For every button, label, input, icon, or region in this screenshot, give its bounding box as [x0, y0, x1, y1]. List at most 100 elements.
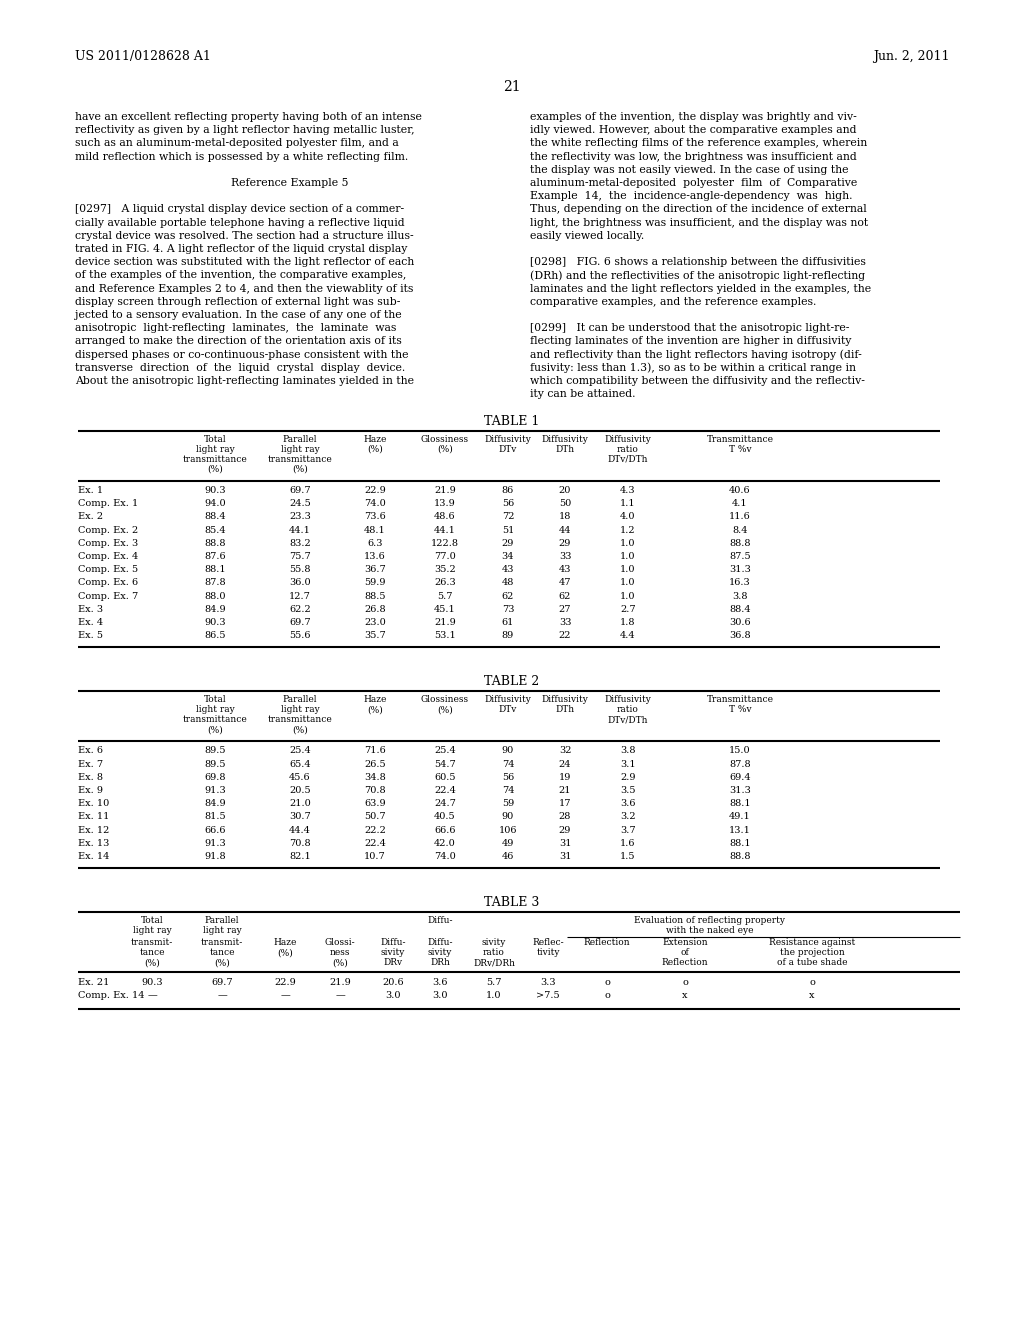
Text: 5.7: 5.7	[486, 978, 502, 987]
Text: 69.8: 69.8	[204, 772, 225, 781]
Text: anisotropic  light-reflecting  laminates,  the  laminate  was: anisotropic light-reflecting laminates, …	[75, 323, 396, 333]
Text: Ex. 21: Ex. 21	[78, 978, 110, 987]
Text: 19: 19	[559, 772, 571, 781]
Text: 62: 62	[502, 591, 514, 601]
Text: Ex. 4: Ex. 4	[78, 618, 103, 627]
Text: examples of the invention, the display was brightly and viv-: examples of the invention, the display w…	[530, 112, 857, 121]
Text: 5.7: 5.7	[437, 591, 453, 601]
Text: DRh: DRh	[430, 958, 450, 968]
Text: the projection: the projection	[779, 948, 845, 957]
Text: 3.2: 3.2	[621, 812, 636, 821]
Text: Total: Total	[204, 436, 226, 444]
Text: the reflectivity was low, the brightness was insufficient and: the reflectivity was low, the brightness…	[530, 152, 857, 161]
Text: 29: 29	[559, 825, 571, 834]
Text: 69.7: 69.7	[211, 978, 232, 987]
Text: 62.2: 62.2	[289, 605, 311, 614]
Text: transverse  direction  of  the  liquid  crystal  display  device.: transverse direction of the liquid cryst…	[75, 363, 406, 372]
Text: 12.7: 12.7	[289, 591, 311, 601]
Text: 73.6: 73.6	[365, 512, 386, 521]
Text: 3.8: 3.8	[732, 591, 748, 601]
Text: 26.8: 26.8	[365, 605, 386, 614]
Text: ratio: ratio	[617, 705, 639, 714]
Text: trated in FIG. 4. A light reflector of the liquid crystal display: trated in FIG. 4. A light reflector of t…	[75, 244, 408, 253]
Text: 2.9: 2.9	[621, 772, 636, 781]
Text: 31.3: 31.3	[729, 785, 751, 795]
Text: 88.0: 88.0	[204, 591, 225, 601]
Text: Ex. 9: Ex. 9	[78, 785, 103, 795]
Text: Transmittance: Transmittance	[707, 436, 773, 444]
Text: such as an aluminum-metal-deposited polyester film, and a: such as an aluminum-metal-deposited poly…	[75, 139, 398, 148]
Text: 88.1: 88.1	[729, 838, 751, 847]
Text: 21: 21	[503, 81, 521, 94]
Text: Ex. 12: Ex. 12	[78, 825, 110, 834]
Text: 73: 73	[502, 605, 514, 614]
Text: and Reference Examples 2 to 4, and then the viewablity of its: and Reference Examples 2 to 4, and then …	[75, 284, 414, 293]
Text: 29: 29	[502, 539, 514, 548]
Text: 2.7: 2.7	[621, 605, 636, 614]
Text: (%): (%)	[278, 948, 293, 957]
Text: 23.3: 23.3	[289, 512, 311, 521]
Text: Ex. 8: Ex. 8	[78, 772, 103, 781]
Text: Ex. 3: Ex. 3	[78, 605, 103, 614]
Text: 49.1: 49.1	[729, 812, 751, 821]
Text: 53.1: 53.1	[434, 631, 456, 640]
Text: 44.4: 44.4	[289, 825, 311, 834]
Text: 10.7: 10.7	[365, 851, 386, 861]
Text: DRv: DRv	[383, 958, 402, 968]
Text: have an excellent reflecting property having both of an intense: have an excellent reflecting property ha…	[75, 112, 422, 121]
Text: 50: 50	[559, 499, 571, 508]
Text: 24.7: 24.7	[434, 799, 456, 808]
Text: 20.5: 20.5	[289, 785, 311, 795]
Text: Resistance against: Resistance against	[769, 939, 855, 948]
Text: —: —	[217, 991, 227, 1001]
Text: Haze: Haze	[273, 939, 297, 948]
Text: Jun. 2, 2011: Jun. 2, 2011	[873, 50, 950, 63]
Text: 88.5: 88.5	[365, 591, 386, 601]
Text: Ex. 2: Ex. 2	[78, 512, 103, 521]
Text: DTh: DTh	[555, 705, 574, 714]
Text: tivity: tivity	[537, 948, 560, 957]
Text: of the examples of the invention, the comparative examples,: of the examples of the invention, the co…	[75, 271, 407, 280]
Text: 3.3: 3.3	[541, 978, 556, 987]
Text: Reflec-: Reflec-	[532, 939, 564, 948]
Text: ness: ness	[330, 948, 350, 957]
Text: 74.0: 74.0	[434, 851, 456, 861]
Text: 1.2: 1.2	[621, 525, 636, 535]
Text: Glossiness: Glossiness	[421, 696, 469, 705]
Text: 21: 21	[559, 785, 571, 795]
Text: Diffu-: Diffu-	[380, 939, 406, 948]
Text: sivity: sivity	[428, 948, 453, 957]
Text: 44.1: 44.1	[289, 525, 311, 535]
Text: 45.1: 45.1	[434, 605, 456, 614]
Text: Comp. Ex. 3: Comp. Ex. 3	[78, 539, 138, 548]
Text: 4.1: 4.1	[732, 499, 748, 508]
Text: 26.5: 26.5	[365, 759, 386, 768]
Text: Parallel: Parallel	[205, 916, 240, 925]
Text: 50.7: 50.7	[365, 812, 386, 821]
Text: Haze: Haze	[364, 696, 387, 705]
Text: tance: tance	[139, 948, 165, 957]
Text: 69.7: 69.7	[289, 618, 311, 627]
Text: 30.7: 30.7	[289, 812, 311, 821]
Text: (%): (%)	[368, 705, 383, 714]
Text: 88.8: 88.8	[729, 539, 751, 548]
Text: mild reflection which is possessed by a white reflecting film.: mild reflection which is possessed by a …	[75, 152, 409, 161]
Text: 74: 74	[502, 759, 514, 768]
Text: 86: 86	[502, 486, 514, 495]
Text: laminates and the light reflectors yielded in the examples, the: laminates and the light reflectors yield…	[530, 284, 871, 293]
Text: 90: 90	[502, 812, 514, 821]
Text: transmit-: transmit-	[201, 939, 243, 948]
Text: Ex. 7: Ex. 7	[78, 759, 103, 768]
Text: transmit-: transmit-	[131, 939, 173, 948]
Text: ratio: ratio	[483, 948, 505, 957]
Text: 59.9: 59.9	[365, 578, 386, 587]
Text: Example  14,  the  incidence-angle-dependency  was  high.: Example 14, the incidence-angle-dependen…	[530, 191, 853, 201]
Text: DTv/DTh: DTv/DTh	[608, 455, 648, 465]
Text: DTv: DTv	[499, 705, 517, 714]
Text: (%): (%)	[214, 958, 229, 968]
Text: ity can be attained.: ity can be attained.	[530, 389, 636, 399]
Text: 8.4: 8.4	[732, 525, 748, 535]
Text: 11.6: 11.6	[729, 512, 751, 521]
Text: 40.6: 40.6	[729, 486, 751, 495]
Text: 56: 56	[502, 499, 514, 508]
